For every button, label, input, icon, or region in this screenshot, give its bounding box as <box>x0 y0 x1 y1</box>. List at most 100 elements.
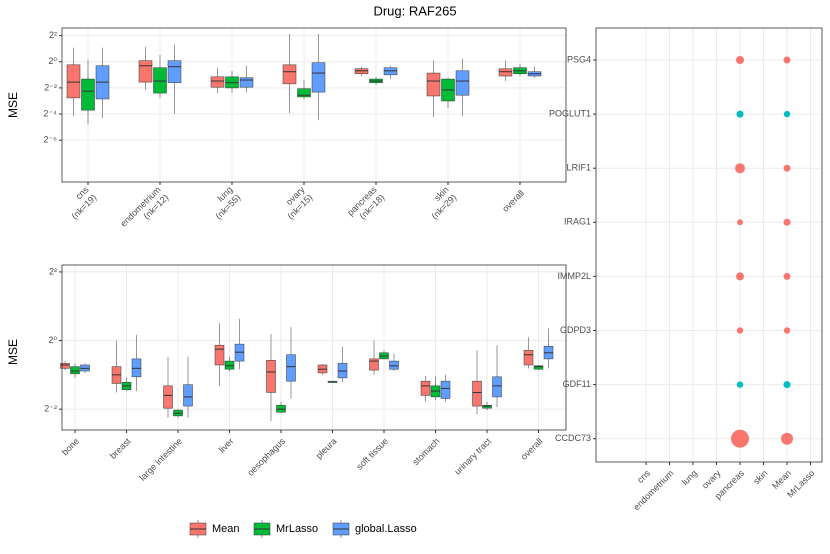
y-axis-label: MSE <box>6 92 20 118</box>
panel-border <box>61 264 567 431</box>
y-tick-label: 2⁰ <box>48 335 57 345</box>
x-tick-label-group: stomach <box>410 436 441 467</box>
y-tick-label: 2² <box>49 30 57 40</box>
panel <box>62 265 566 430</box>
x-tick-label-group: skin(nk=29) <box>429 184 458 221</box>
y-tick-label: LRIF1 <box>566 163 591 173</box>
dot <box>736 56 744 64</box>
box <box>297 88 311 98</box>
box <box>81 78 95 111</box>
y-tick-label: GDPD3 <box>560 325 591 335</box>
dot <box>783 56 791 64</box>
x-tick-label-group: overall <box>500 188 526 214</box>
x-tick-label: overall <box>519 436 545 462</box>
x-tick-label-group: endometrium(nk=12) <box>118 184 170 228</box>
box <box>311 62 326 93</box>
x-tick-label-group: cns(nk=19) <box>69 184 98 221</box>
panel-border <box>595 27 823 463</box>
x-tick-label-group: bone <box>60 436 81 457</box>
dot <box>736 381 744 388</box>
x-tick-label-group: ovary(nk=15) <box>284 184 314 221</box>
dot <box>737 219 743 226</box>
x-tick-label-group: pancreas(nk=18) <box>345 184 386 221</box>
y-tick-label: POGLUT1 <box>549 108 591 118</box>
x-tick-label-group: oesophagus <box>245 436 287 478</box>
x-tick-label: overall <box>500 188 526 214</box>
x-tick-label: pleura <box>314 436 339 461</box>
box <box>138 60 153 83</box>
y-tick-label: 2⁻² <box>44 82 57 92</box>
box <box>533 365 544 370</box>
box <box>153 67 167 94</box>
y-tick-label: IRAG1 <box>564 217 591 227</box>
legend-label: MrLasso <box>276 523 318 535</box>
box <box>66 64 81 99</box>
panel-border <box>61 27 567 183</box>
x-tick-label: oesophagus <box>245 436 287 478</box>
box <box>492 376 502 398</box>
x-tick-label: skin <box>751 468 769 486</box>
y-tick-label: IMMP2L <box>557 271 591 281</box>
box <box>239 77 254 88</box>
x-tick-label-group: lung(nk=55) <box>213 184 242 221</box>
box <box>389 360 399 370</box>
box <box>426 72 441 97</box>
legend-label: global.Lasso <box>355 523 417 535</box>
box <box>420 380 431 396</box>
box <box>286 354 296 382</box>
dot <box>783 110 791 118</box>
box <box>369 358 379 371</box>
dot <box>783 381 791 389</box>
x-tick-label-group: urinary tract <box>452 436 493 477</box>
figure-title: Drug: RAF265 <box>373 3 456 18</box>
box <box>210 76 225 88</box>
x-tick-label: bone <box>60 436 81 457</box>
legend-label: Mean <box>212 523 240 535</box>
dot <box>783 218 791 226</box>
dot <box>735 163 745 174</box>
dot <box>736 110 744 118</box>
y-tick-label: 2⁻² <box>44 404 57 414</box>
x-tick-label: stomach <box>410 436 441 467</box>
box <box>70 366 80 375</box>
y-tick-label: 2⁻⁶ <box>44 135 58 145</box>
x-tick-label: cns <box>635 468 652 485</box>
box <box>163 385 173 409</box>
box <box>498 68 513 77</box>
x-tick-label-group: breast <box>108 436 133 461</box>
dot <box>783 272 791 280</box>
x-tick-label-group: pleura <box>314 436 339 461</box>
panel <box>62 28 566 182</box>
y-tick-label: PSG4 <box>567 54 591 64</box>
x-tick-label: soft tissue <box>354 436 390 472</box>
dot <box>731 429 749 448</box>
dot <box>783 327 791 334</box>
x-tick-label: large intestine <box>137 436 184 483</box>
x-tick-label: liver <box>217 436 236 455</box>
box <box>282 64 297 85</box>
x-tick-label-group: liver <box>217 436 236 455</box>
box <box>455 70 470 96</box>
dot <box>736 327 744 334</box>
x-tick-label-group: large intestine <box>137 436 184 483</box>
y-tick-label: 2² <box>49 266 57 276</box>
x-tick-label-group: soft tissue <box>354 436 390 472</box>
box <box>214 344 225 366</box>
dot <box>736 272 744 281</box>
x-tick-label: urinary tract <box>452 436 493 477</box>
box <box>440 380 451 399</box>
box <box>482 405 492 409</box>
box <box>224 360 235 370</box>
y-tick-label: 2⁻⁴ <box>43 108 57 118</box>
y-tick-label: CCDC73 <box>555 433 591 443</box>
x-tick-label: lung <box>680 468 699 487</box>
box <box>523 350 534 366</box>
box <box>472 380 482 407</box>
box <box>60 363 70 369</box>
x-tick-label: breast <box>108 436 133 461</box>
dot <box>783 164 791 172</box>
box <box>167 60 182 83</box>
dot <box>781 432 793 445</box>
box <box>183 384 193 407</box>
